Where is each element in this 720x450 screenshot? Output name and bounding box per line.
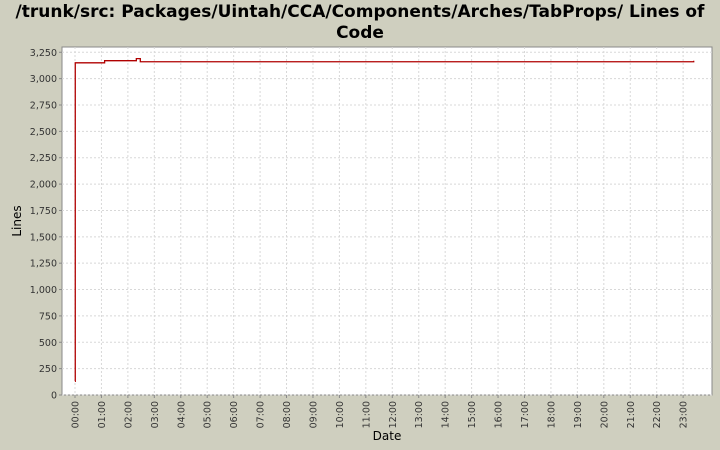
y-tick-label: 3,000 <box>30 74 57 85</box>
y-tick-label: 3,250 <box>30 48 57 59</box>
x-tick-label: 04:00 <box>176 401 187 428</box>
y-tick-label: 2,250 <box>30 153 57 164</box>
y-tick-label: 1,250 <box>30 259 57 270</box>
x-tick-label: 12:00 <box>388 401 399 428</box>
x-tick-label: 13:00 <box>414 401 425 428</box>
x-tick-label: 17:00 <box>520 401 531 428</box>
x-tick-label: 05:00 <box>203 401 214 428</box>
x-tick-label: 20:00 <box>599 401 610 428</box>
x-axis-label: Date <box>373 429 402 443</box>
grid-lines <box>62 47 712 396</box>
x-axis-ticks: 00:00 01:00 02:00 03:00 04:00 05:00 06:00 07:00… <box>71 395 690 428</box>
y-tick-label: 0 <box>51 391 57 402</box>
x-tick-label: 09:00 <box>308 401 319 428</box>
x-tick-label: 21:00 <box>626 401 637 428</box>
y-tick-label: 750 <box>39 311 57 322</box>
x-tick-label: 11:00 <box>361 401 372 428</box>
x-tick-label: 03:00 <box>150 401 161 428</box>
x-tick-label: 14:00 <box>441 401 452 428</box>
y-tick-label: 250 <box>39 364 57 375</box>
x-tick-label: 16:00 <box>494 401 505 428</box>
x-tick-label: 19:00 <box>573 401 584 428</box>
y-tick-label: 500 <box>39 338 57 349</box>
x-tick-label: 01:00 <box>97 401 108 428</box>
y-tick-label: 2,500 <box>30 127 57 138</box>
x-tick-label: 18:00 <box>546 401 557 428</box>
chart-title: /trunk/src: Packages/Uintah/CCA/Componen… <box>15 2 705 43</box>
plot-area <box>61 46 713 396</box>
x-tick-label: 22:00 <box>652 401 663 428</box>
x-tick-label: 06:00 <box>229 401 240 428</box>
x-tick-label: 02:00 <box>123 401 134 428</box>
y-axis-label: Lines <box>10 205 24 236</box>
x-tick-label: 15:00 <box>467 401 478 428</box>
series-line <box>74 57 695 382</box>
y-tick-label: 2,000 <box>30 180 57 191</box>
x-tick-label: 23:00 <box>679 401 690 428</box>
y-axis-ticks: 0 250 500 750 1,000 1,250 1,500 1,750 2,000 2,250… <box>30 48 62 402</box>
y-tick-label: 1,000 <box>30 285 57 296</box>
y-tick-label: 2,750 <box>30 101 57 112</box>
x-tick-label: 08:00 <box>282 401 293 428</box>
y-tick-label: 1,750 <box>30 206 57 217</box>
x-tick-label: 00:00 <box>71 401 82 428</box>
y-tick-label: 1,500 <box>30 232 57 243</box>
x-tick-label: 10:00 <box>335 401 346 428</box>
x-tick-label: 07:00 <box>256 401 267 428</box>
